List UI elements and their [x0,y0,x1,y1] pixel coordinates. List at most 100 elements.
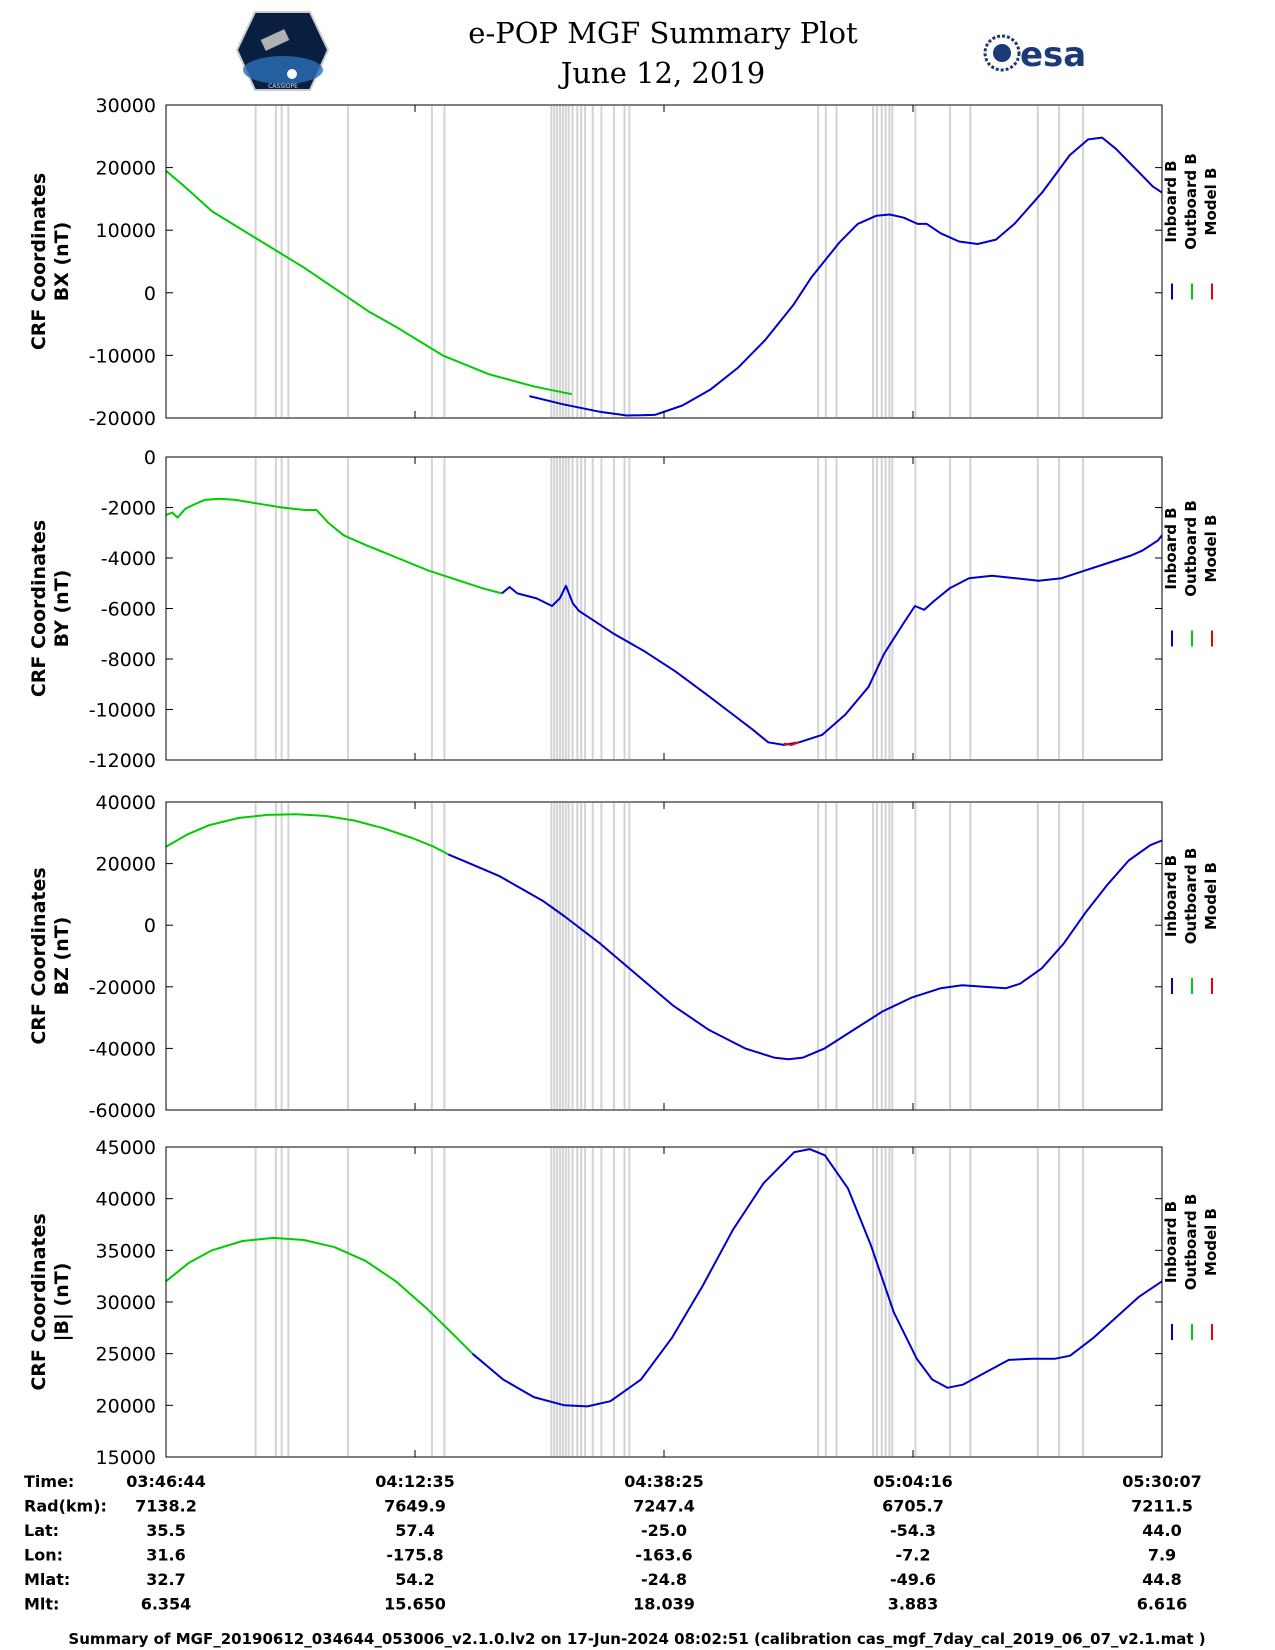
gap-band [824,458,827,759]
gap-band [1057,1148,1060,1456]
gap-band [949,458,952,759]
gap-band [600,803,603,1109]
gap-band [567,458,570,759]
plot-frame [165,104,1163,419]
gap-band [835,458,838,759]
esa-logo-text: esa [1020,35,1086,75]
info-cell: -175.8 [386,1546,443,1565]
outboard-series-line [165,497,503,595]
info-row-label: Mlat: [24,1570,70,1589]
gap-band [591,106,594,417]
gap-band [824,106,827,417]
legend-model-label: Model B [1202,862,1220,930]
gap-band [949,1148,952,1456]
model-series-line [783,741,800,746]
info-cell: 6705.7 [882,1497,944,1516]
gap-band [571,106,574,417]
y-tick-label: 35000 [96,1240,156,1262]
esa-logo: esa [983,34,1086,75]
panel-3: 40000 20000 0 -20000 -40000 -60000 CRF Coordin… [28,792,1220,1122]
gap-band [254,458,257,759]
y-axis-label: CRF Coordinates [28,520,50,697]
gap-band [556,458,559,759]
gap-band [1057,106,1060,417]
gap-band [347,803,350,1109]
gap-band [888,106,891,417]
legend-outboard-label: Outboard B [1182,153,1200,250]
legend-model-label: Model B [1202,168,1220,236]
inboard-series-line [501,534,1163,746]
y-tick-label: 20000 [96,158,156,180]
gap-band [835,803,838,1109]
gap-band [969,106,972,417]
gap-band [254,1148,257,1456]
gap-band [443,803,446,1109]
y-tick-label: 40000 [96,1189,156,1211]
y-axis-label: CRF Coordinates [28,867,50,1044]
info-cell: 05:30:07 [1122,1472,1202,1491]
outboard-series-line [165,169,572,396]
gap-band [571,803,574,1109]
gap-band [550,803,553,1109]
y-tick-label: -10000 [89,345,156,367]
gap-band [564,1148,567,1456]
gap-band [580,1148,583,1456]
gap-band [623,803,626,1109]
y-tick-label: 0 [144,447,156,469]
info-row-label: Mlt: [24,1595,59,1614]
gap-band [817,458,820,759]
gap-band [875,106,878,417]
info-cell: 18.039 [633,1595,695,1614]
gap-band [443,458,446,759]
info-row-label: Lon: [24,1546,63,1565]
info-cell: 7247.4 [633,1497,695,1516]
footer-text: Summary of MGF_20190612_034644_053006_v2… [68,1630,1205,1648]
gap-band [280,106,283,417]
gap-band [880,106,883,417]
gap-band [430,106,433,417]
page-subtitle: June 12, 2019 [558,56,766,90]
gap-band [891,458,894,759]
gap-band [817,803,820,1109]
y-tick-label: 30000 [96,1292,156,1314]
y-tick-label: 20000 [96,854,156,876]
info-cell: 6.354 [141,1595,192,1614]
gap-band [623,458,626,759]
gap-band [1036,106,1039,417]
gap-band [891,803,894,1109]
plot-frame [165,801,1163,1111]
outboard-series-line [165,813,449,856]
gap-band [561,106,564,417]
gap-band [584,1148,587,1456]
gap-band [553,106,556,417]
y-tick-label: -6000 [101,599,156,621]
gap-band [274,458,277,759]
gap-band [1057,458,1060,759]
gap-band [280,803,283,1109]
info-cell: 04:12:35 [375,1472,455,1491]
y-tick-label: 25000 [96,1344,156,1366]
gap-band [875,803,878,1109]
gap-band [628,803,631,1109]
info-cell: -49.6 [890,1570,936,1589]
y-tick-label: -8000 [101,649,156,671]
gap-band [891,106,894,417]
gap-band [564,458,567,759]
gap-band [580,458,583,759]
y-tick-label: 30000 [96,95,156,117]
info-cell: 7211.5 [1131,1497,1193,1516]
gap-band [612,106,615,417]
gap-band [274,1148,277,1456]
plot-frame [165,1146,1163,1458]
gap-band [287,1148,290,1456]
gap-band [914,106,917,417]
legend-outboard-label: Outboard B [1182,500,1200,597]
info-cell: 6.616 [1137,1595,1188,1614]
gap-band [280,458,283,759]
gap-band [591,1148,594,1456]
gap-band [254,803,257,1109]
y-tick-label: -20000 [89,408,156,430]
y-axis-label: BY (nT) [51,570,73,648]
gap-band [280,1148,283,1456]
